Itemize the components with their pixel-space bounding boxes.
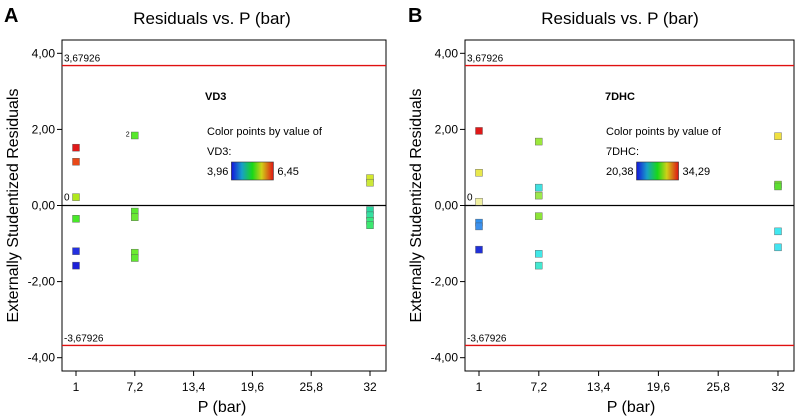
- data-point: [774, 132, 782, 140]
- data-point: [72, 247, 80, 255]
- color-legend-min: 20,38: [606, 166, 634, 178]
- zero-label: 0: [467, 193, 473, 204]
- data-point: [72, 193, 80, 201]
- y-tick-label: 2,00: [32, 122, 56, 136]
- color-legend-variable: VD3:: [207, 146, 231, 158]
- x-tick-label: 25,8: [707, 380, 731, 394]
- data-point: [366, 221, 374, 229]
- y-tick-label: -4,00: [431, 351, 459, 365]
- lower-limit-label: -3,67926: [64, 333, 104, 344]
- chart-title: Residuals vs. P (bar): [541, 9, 698, 28]
- x-tick-label: 32: [363, 380, 377, 394]
- data-point: [535, 250, 543, 258]
- upper-limit-label: 3,67926: [64, 54, 101, 65]
- panel-letter: A: [4, 5, 18, 27]
- data-point: [774, 182, 782, 191]
- data-point: [131, 213, 139, 221]
- data-point: [72, 261, 80, 270]
- x-tick-label: 7,2: [530, 380, 547, 394]
- data-point: [72, 158, 80, 166]
- data-point: [72, 143, 80, 152]
- y-tick-label: 0,00: [32, 199, 56, 213]
- x-axis-label: P (bar): [607, 399, 656, 416]
- data-point: [475, 245, 483, 254]
- y-tick-label: 4,00: [32, 46, 56, 60]
- data-point: [535, 261, 543, 270]
- y-axis-label: Externally Studentized Residuals: [408, 89, 425, 323]
- data-point: [131, 131, 139, 140]
- x-tick-label: 13,4: [587, 380, 611, 394]
- color-legend-max: 34,29: [683, 166, 711, 178]
- color-legend-max: 6,45: [277, 166, 298, 178]
- data-point: [535, 137, 543, 146]
- data-point: [774, 227, 782, 236]
- x-tick-label: 7,2: [126, 380, 143, 394]
- data-point: [475, 127, 483, 135]
- data-point: [774, 243, 782, 252]
- data-point: [535, 191, 543, 200]
- data-point: [475, 169, 483, 177]
- variable-label: VD3: [205, 91, 226, 103]
- x-tick-label: 1: [73, 380, 80, 394]
- data-point: [535, 212, 543, 220]
- color-legend-caption: Color points by value of: [606, 126, 722, 138]
- x-tick-label: 32: [771, 380, 785, 394]
- x-axis-label: P (bar): [198, 399, 247, 416]
- upper-limit-label: 3,67926: [467, 54, 504, 65]
- x-tick-label: 25,8: [300, 380, 324, 394]
- data-point: [366, 178, 374, 187]
- y-tick-label: 0,00: [435, 199, 459, 213]
- y-tick-label: 2,00: [435, 122, 459, 136]
- y-tick-label: 4,00: [435, 46, 459, 60]
- data-point: [131, 254, 139, 262]
- x-tick-label: 19,6: [241, 380, 265, 394]
- panel-b: B Residuals vs. P (bar) 4,00 2,00 0,00 -2,00 -…: [408, 5, 795, 416]
- color-legend-min: 3,96: [207, 166, 228, 178]
- x-tick-label: 1: [476, 380, 483, 394]
- lower-limit-label: -3,67926: [467, 333, 507, 344]
- y-tick-label: -2,00: [28, 275, 56, 289]
- data-point: [475, 222, 483, 231]
- data-point: [535, 183, 543, 192]
- color-legend-bar: [231, 161, 274, 181]
- color-legend-bar: [636, 161, 679, 181]
- data-point: [475, 197, 483, 206]
- x-tick-label: 19,6: [647, 380, 671, 394]
- data-point: [72, 215, 80, 223]
- chart-title: Residuals vs. P (bar): [133, 9, 290, 28]
- panel-letter: B: [408, 5, 422, 27]
- variable-label: 7DHC: [605, 91, 635, 103]
- y-axis-label: Externally Studentized Residuals: [5, 89, 22, 323]
- y-tick-label: -2,00: [431, 275, 459, 289]
- y-tick-label: -4,00: [28, 351, 56, 365]
- point-annotation: 2: [126, 131, 130, 138]
- x-tick-label: 13,4: [182, 380, 206, 394]
- zero-label: 0: [64, 193, 70, 204]
- color-legend-caption: Color points by value of: [207, 126, 323, 138]
- color-legend-variable: 7DHC:: [606, 146, 639, 158]
- panel-a: A Residuals vs. P (bar) 4,00 2,00 0,00 -2,00 -…: [4, 5, 387, 416]
